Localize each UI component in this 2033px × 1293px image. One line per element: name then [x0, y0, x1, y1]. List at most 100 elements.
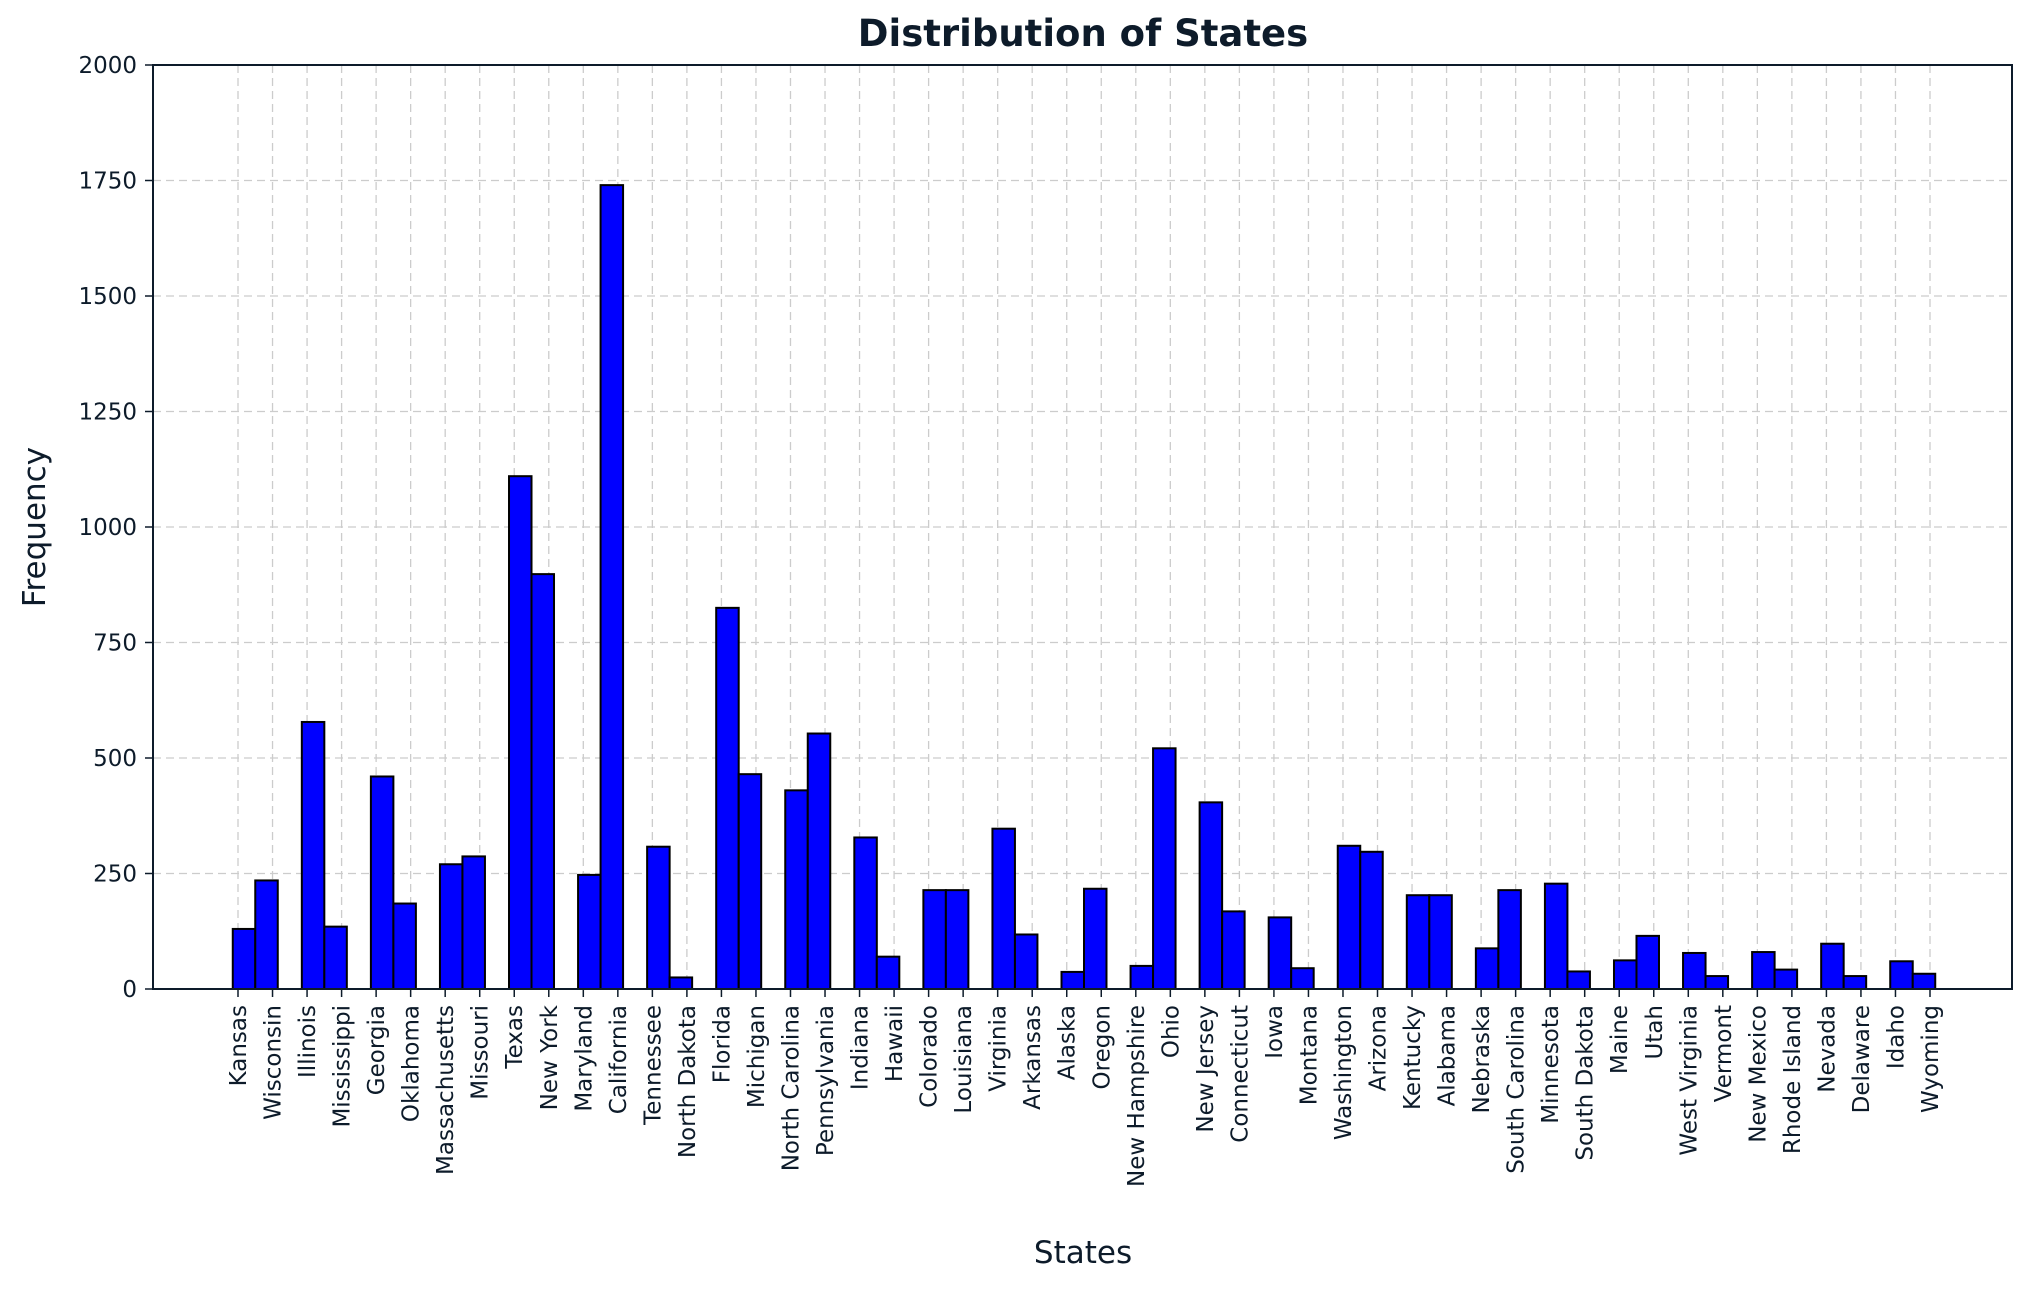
bar-rhode-island	[1773, 968, 1799, 991]
bar-tennessee	[646, 845, 671, 990]
bar-idaho	[1889, 960, 1914, 991]
bar-missouri	[461, 855, 486, 990]
bar-north-carolina	[784, 789, 809, 991]
y-tick-label: 250	[93, 862, 137, 888]
bar-connecticut	[1221, 910, 1246, 990]
bar-mississippi	[323, 925, 348, 991]
x-tick-label: North Carolina	[778, 1005, 804, 1171]
bar-hawaii	[875, 955, 901, 990]
bar-south-dakota	[1566, 970, 1591, 990]
y-tick-label: 1250	[78, 400, 137, 426]
x-tick-label: Georgia	[364, 1005, 390, 1095]
bar-alabama	[1428, 894, 1453, 990]
x-tick-label: Florida	[709, 1005, 735, 1083]
bar-minnesota	[1543, 882, 1569, 990]
x-axis-label: States	[1034, 1235, 1132, 1271]
bar-nevada	[1820, 942, 1845, 990]
bar-delaware	[1842, 975, 1868, 991]
x-tick-label: Tennessee	[640, 1005, 666, 1126]
x-tick-label: Kentucky	[1400, 1005, 1426, 1110]
y-axis-label: Frequency	[17, 447, 53, 607]
x-tick-label: Nevada	[1814, 1005, 1840, 1093]
bar-virginia	[991, 827, 1016, 990]
bar-texas	[508, 475, 533, 990]
bar-vermont	[1704, 975, 1730, 991]
x-tick-label: Nebraska	[1469, 1005, 1495, 1114]
x-tick-label: Connecticut	[1227, 1005, 1253, 1143]
x-tick-label: Massachusetts	[433, 1005, 459, 1175]
bar-washington	[1336, 844, 1362, 991]
x-tick-label: Maine	[1607, 1005, 1633, 1074]
x-tick-label: Kansas	[226, 1005, 252, 1086]
x-tick-label: Colorado	[917, 1005, 943, 1108]
y-tick-label: 1000	[78, 515, 137, 541]
x-tick-label: South Carolina	[1504, 1005, 1530, 1174]
x-tick-label: Ohio	[1158, 1005, 1184, 1058]
x-tick-label: New Hampshire	[1124, 1005, 1150, 1187]
y-tick-label: 750	[93, 631, 137, 657]
chart-title: Distribution of States	[858, 12, 1308, 55]
x-tick-label: Delaware	[1849, 1005, 1875, 1113]
x-tick-label: Wisconsin	[261, 1005, 287, 1120]
bar-massachusetts	[438, 863, 464, 991]
bar-ohio	[1152, 747, 1177, 990]
x-axis-ticks: Kansas Wisconsin Illinois Mississippi Georgi…	[226, 989, 1944, 1187]
bar-wisconsin	[254, 879, 279, 990]
bar-nebraska	[1474, 947, 1500, 990]
bar-new-mexico	[1751, 951, 1776, 990]
x-tick-label: Virginia	[986, 1005, 1012, 1092]
y-tick-label: 0	[122, 977, 137, 1003]
x-tick-label: Wyoming	[1918, 1005, 1944, 1113]
x-tick-label: Missouri	[468, 1005, 494, 1100]
bar-oklahoma	[392, 902, 417, 991]
x-tick-label: Pennsylvania	[813, 1005, 839, 1156]
x-tick-label: New York	[537, 1004, 563, 1110]
bar-oregon	[1083, 887, 1108, 990]
bar-kansas	[231, 927, 257, 991]
bar-arkansas	[1013, 933, 1039, 991]
bar-pennsylvania	[806, 732, 832, 990]
x-tick-label: Maryland	[571, 1005, 597, 1112]
x-tick-label: Arkansas	[1020, 1005, 1046, 1110]
y-tick-label: 1500	[78, 284, 137, 310]
bar-arizona	[1359, 850, 1384, 991]
x-tick-label: Utah	[1642, 1005, 1668, 1060]
bar-iowa	[1267, 916, 1293, 991]
y-tick-label: 2000	[78, 53, 137, 79]
bar-wyoming	[1911, 972, 1937, 991]
y-axis-ticks: 0 250 500 750 1000 1250 1500 1750 2000	[78, 53, 153, 1003]
grid	[153, 64, 2012, 990]
x-tick-label: Alabama	[1435, 1005, 1461, 1106]
bar-maryland	[577, 873, 602, 990]
x-tick-label: Louisiana	[951, 1005, 977, 1114]
x-tick-label: New Mexico	[1745, 1005, 1771, 1143]
x-tick-label: California	[606, 1005, 632, 1114]
bar-illinois	[300, 720, 326, 990]
x-tick-label: Oregon	[1089, 1005, 1115, 1089]
x-tick-label: Idaho	[1883, 1005, 1909, 1069]
x-tick-label: Illinois	[295, 1005, 321, 1078]
y-tick-label: 1750	[78, 169, 137, 195]
x-tick-label: Michigan	[744, 1005, 770, 1108]
bar-louisiana	[944, 889, 970, 991]
x-tick-label: Iowa	[1262, 1005, 1288, 1059]
x-tick-label: North Dakota	[675, 1005, 701, 1158]
bars	[231, 184, 1937, 991]
bar-south-carolina	[1497, 889, 1522, 991]
x-tick-label: West Virginia	[1676, 1005, 1702, 1156]
bar-kentucky	[1405, 894, 1431, 990]
bar-michigan	[737, 773, 763, 990]
bar-west-virginia	[1682, 951, 1707, 990]
x-tick-label: Minnesota	[1538, 1005, 1564, 1124]
x-tick-label: Texas	[502, 1005, 528, 1070]
bar-new-york	[530, 573, 556, 991]
bar-california	[599, 184, 625, 990]
x-tick-label: New Jersey	[1193, 1005, 1219, 1133]
bar-georgia	[369, 775, 395, 990]
bar-montana	[1290, 967, 1315, 991]
x-tick-label: Montana	[1296, 1005, 1322, 1105]
x-tick-label: Washington	[1331, 1005, 1357, 1140]
x-tick-label: Arizona	[1366, 1005, 1392, 1091]
x-tick-label: Indiana	[848, 1005, 874, 1090]
